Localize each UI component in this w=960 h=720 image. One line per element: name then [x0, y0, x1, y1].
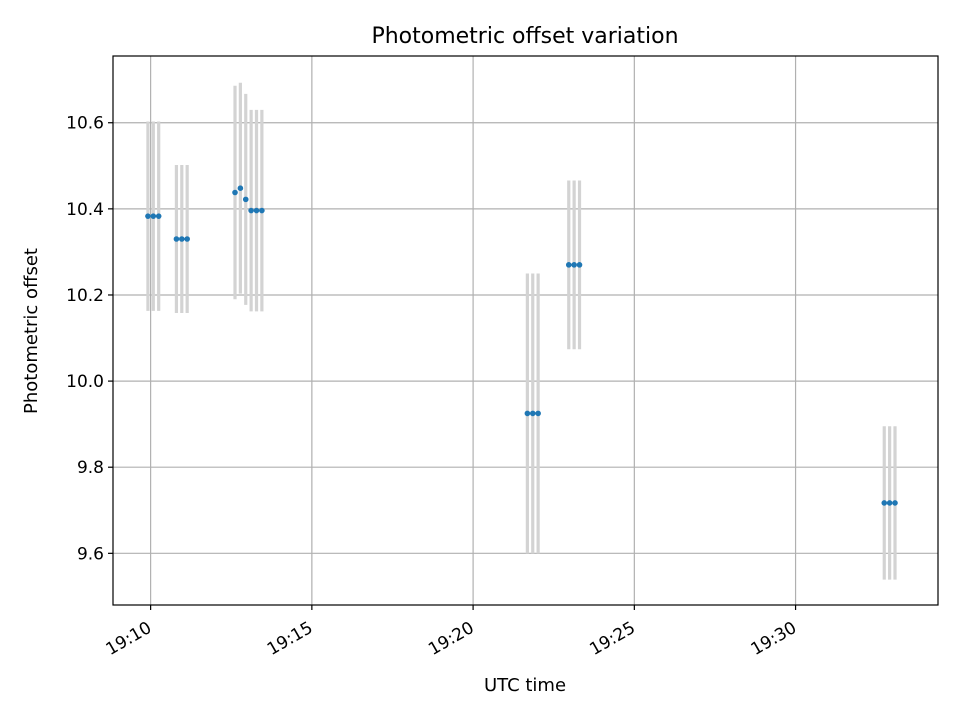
data-point: [892, 500, 898, 506]
data-point: [529, 410, 536, 417]
data-point: [178, 236, 185, 242]
plot-frame: [112, 55, 939, 606]
x-tick-label: 19:25: [586, 618, 638, 660]
data-point: [535, 410, 541, 417]
data-point: [150, 213, 157, 219]
x-tick-label: 19:20: [425, 618, 477, 660]
errorbar-layer: [146, 82, 897, 580]
y-tick-label: 10.6: [66, 114, 104, 134]
data-point: [259, 207, 265, 214]
point-layer: [145, 185, 898, 506]
data-point: [576, 262, 583, 268]
y-tick-label: 10.0: [66, 372, 104, 392]
chart-title: Photometric offset variation: [371, 24, 678, 49]
data-point: [565, 262, 572, 268]
y-tick-label: 10.2: [66, 286, 104, 306]
data-point: [155, 213, 162, 219]
data-point: [184, 236, 190, 242]
x-tick-label: 19:30: [748, 618, 800, 660]
data-point: [173, 236, 180, 242]
data-point: [881, 500, 888, 506]
x-axis-label: UTC time: [484, 675, 566, 696]
y-tick-label: 10.4: [66, 200, 104, 220]
y-tick-label: 9.6: [77, 544, 104, 564]
grid-layer: [113, 56, 938, 605]
data-point: [242, 196, 249, 203]
data-point: [237, 185, 244, 191]
x-tick-label: 19:15: [264, 618, 316, 660]
data-point: [248, 207, 254, 214]
data-point: [571, 262, 577, 268]
x-tick-label: 19:10: [103, 618, 155, 660]
data-point: [886, 500, 893, 506]
data-point: [145, 213, 151, 219]
data-point: [524, 410, 531, 417]
data-point: [253, 207, 260, 214]
data-point: [232, 189, 238, 196]
y-tick-label: 9.8: [77, 458, 104, 478]
y-axis-label: Photometric offset: [21, 248, 42, 414]
